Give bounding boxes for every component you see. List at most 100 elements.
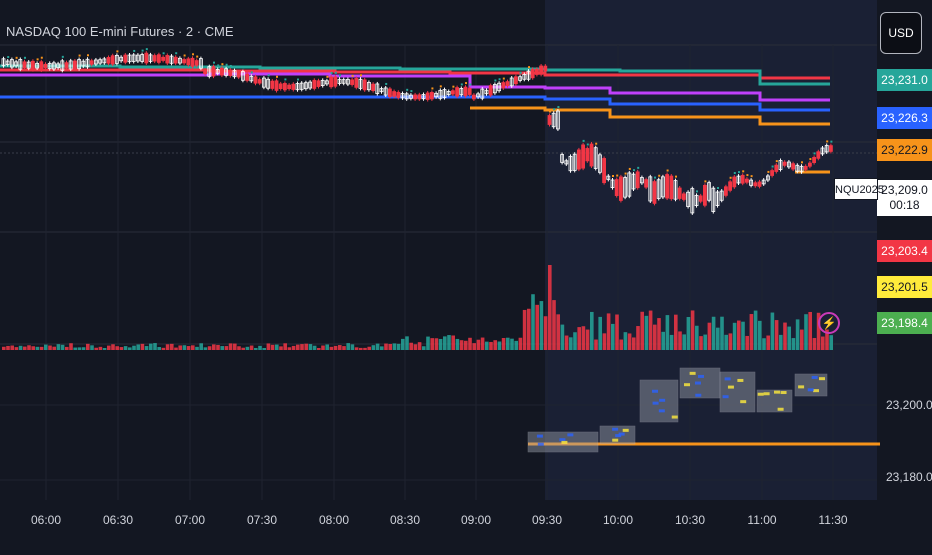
indicator-dot: [15, 56, 18, 59]
volume-bar: [573, 332, 577, 350]
footprint-cell: [694, 381, 701, 385]
candle-body: [551, 112, 556, 128]
candle-body: [598, 154, 602, 173]
time-label: 07:30: [246, 513, 278, 527]
lightning-icon[interactable]: ⚡: [818, 312, 840, 334]
volume-bar: [140, 343, 145, 350]
footprint-cell: [777, 407, 784, 411]
candle-body: [577, 149, 581, 170]
candle-body: [627, 172, 632, 197]
candle-body: [89, 60, 94, 65]
candle-body: [543, 65, 548, 72]
indicator-dot: [717, 187, 719, 190]
volume-bar: [354, 347, 359, 350]
volume-bar: [245, 346, 250, 350]
candle-body: [501, 82, 506, 89]
candle-body: [152, 55, 157, 62]
volume-bar: [497, 341, 502, 350]
volume-bar: [371, 345, 376, 350]
candle-body: [782, 161, 787, 166]
volume-bar: [560, 324, 565, 350]
candle-body: [459, 88, 464, 96]
time-label: 07:00: [174, 513, 206, 527]
candle-body: [446, 91, 451, 95]
volume-bar: [627, 333, 632, 350]
volume-bar: [165, 344, 170, 350]
volume-bar: [144, 346, 149, 350]
candle-body: [182, 59, 187, 64]
candle-body: [194, 60, 199, 66]
volume-bar: [207, 346, 212, 350]
volume-bar: [107, 345, 111, 350]
candle-body: [375, 83, 380, 94]
volume-bar: [249, 345, 254, 350]
volume-bar: [758, 320, 762, 350]
footprint-block: [639, 379, 679, 423]
footprint-cell: [697, 374, 704, 378]
candle-body: [73, 60, 77, 69]
volume-bar: [300, 344, 304, 350]
indicator-dot: [284, 78, 287, 81]
volume-bar: [535, 304, 539, 350]
candle-body: [631, 173, 636, 190]
footprint-cell: [567, 433, 574, 437]
candle-body: [450, 90, 455, 95]
candle-body: [644, 179, 648, 188]
candle-body: [228, 69, 233, 77]
volume-bar: [585, 329, 590, 350]
indicator-dot: [809, 158, 812, 161]
candle-body: [396, 91, 401, 98]
footprint-cell: [763, 392, 770, 396]
indicator-dot: [771, 165, 774, 168]
candle-body: [698, 195, 703, 202]
candle-body: [467, 88, 472, 95]
volume-bar: [590, 311, 594, 350]
volume-bar: [359, 347, 363, 350]
volume-bar: [653, 324, 657, 350]
volume-bar: [548, 265, 552, 350]
indicator-dot: [528, 66, 530, 69]
indicator-dot: [704, 180, 707, 183]
volume-bar: [753, 310, 758, 350]
indicator-dot: [145, 48, 148, 51]
volume-bar: [774, 320, 779, 350]
indicator-dot: [750, 175, 753, 178]
candle-body: [270, 80, 275, 89]
volume-bar: [73, 347, 77, 350]
volume-bar: [191, 345, 195, 350]
footprint-cell: [618, 432, 625, 436]
candle-body: [43, 63, 48, 69]
volume-bar: [749, 314, 754, 350]
candle-body: [673, 180, 678, 200]
indicator-dot: [452, 85, 455, 88]
volume-bar: [123, 346, 128, 350]
footprint-cell: [652, 401, 659, 405]
indicator-dot: [498, 78, 501, 81]
volume-bar: [762, 338, 766, 350]
footprint-cell: [757, 392, 764, 396]
candle-body: [585, 148, 590, 162]
candle-body: [140, 54, 145, 62]
candle-body: [236, 71, 241, 78]
candle-body: [186, 58, 191, 66]
candle-body: [320, 79, 325, 86]
candle-body: [329, 76, 334, 88]
indicator-dot: [742, 170, 745, 173]
volume-bar: [35, 346, 40, 350]
candle-body: [703, 184, 707, 206]
volume-bar: [52, 346, 56, 350]
volume-bar: [216, 344, 220, 350]
indicator-dot: [217, 64, 220, 67]
volume-bar: [556, 314, 560, 350]
volume-bar: [186, 346, 191, 350]
volume-bar: [262, 347, 266, 350]
time-label: 11:30: [818, 513, 848, 527]
footprint-cell: [812, 389, 819, 393]
indicator-dot: [162, 52, 165, 55]
volume-bar: [611, 323, 615, 350]
indicator-dot: [826, 140, 829, 143]
candle-body: [224, 68, 229, 76]
currency-button[interactable]: USD: [880, 12, 922, 54]
